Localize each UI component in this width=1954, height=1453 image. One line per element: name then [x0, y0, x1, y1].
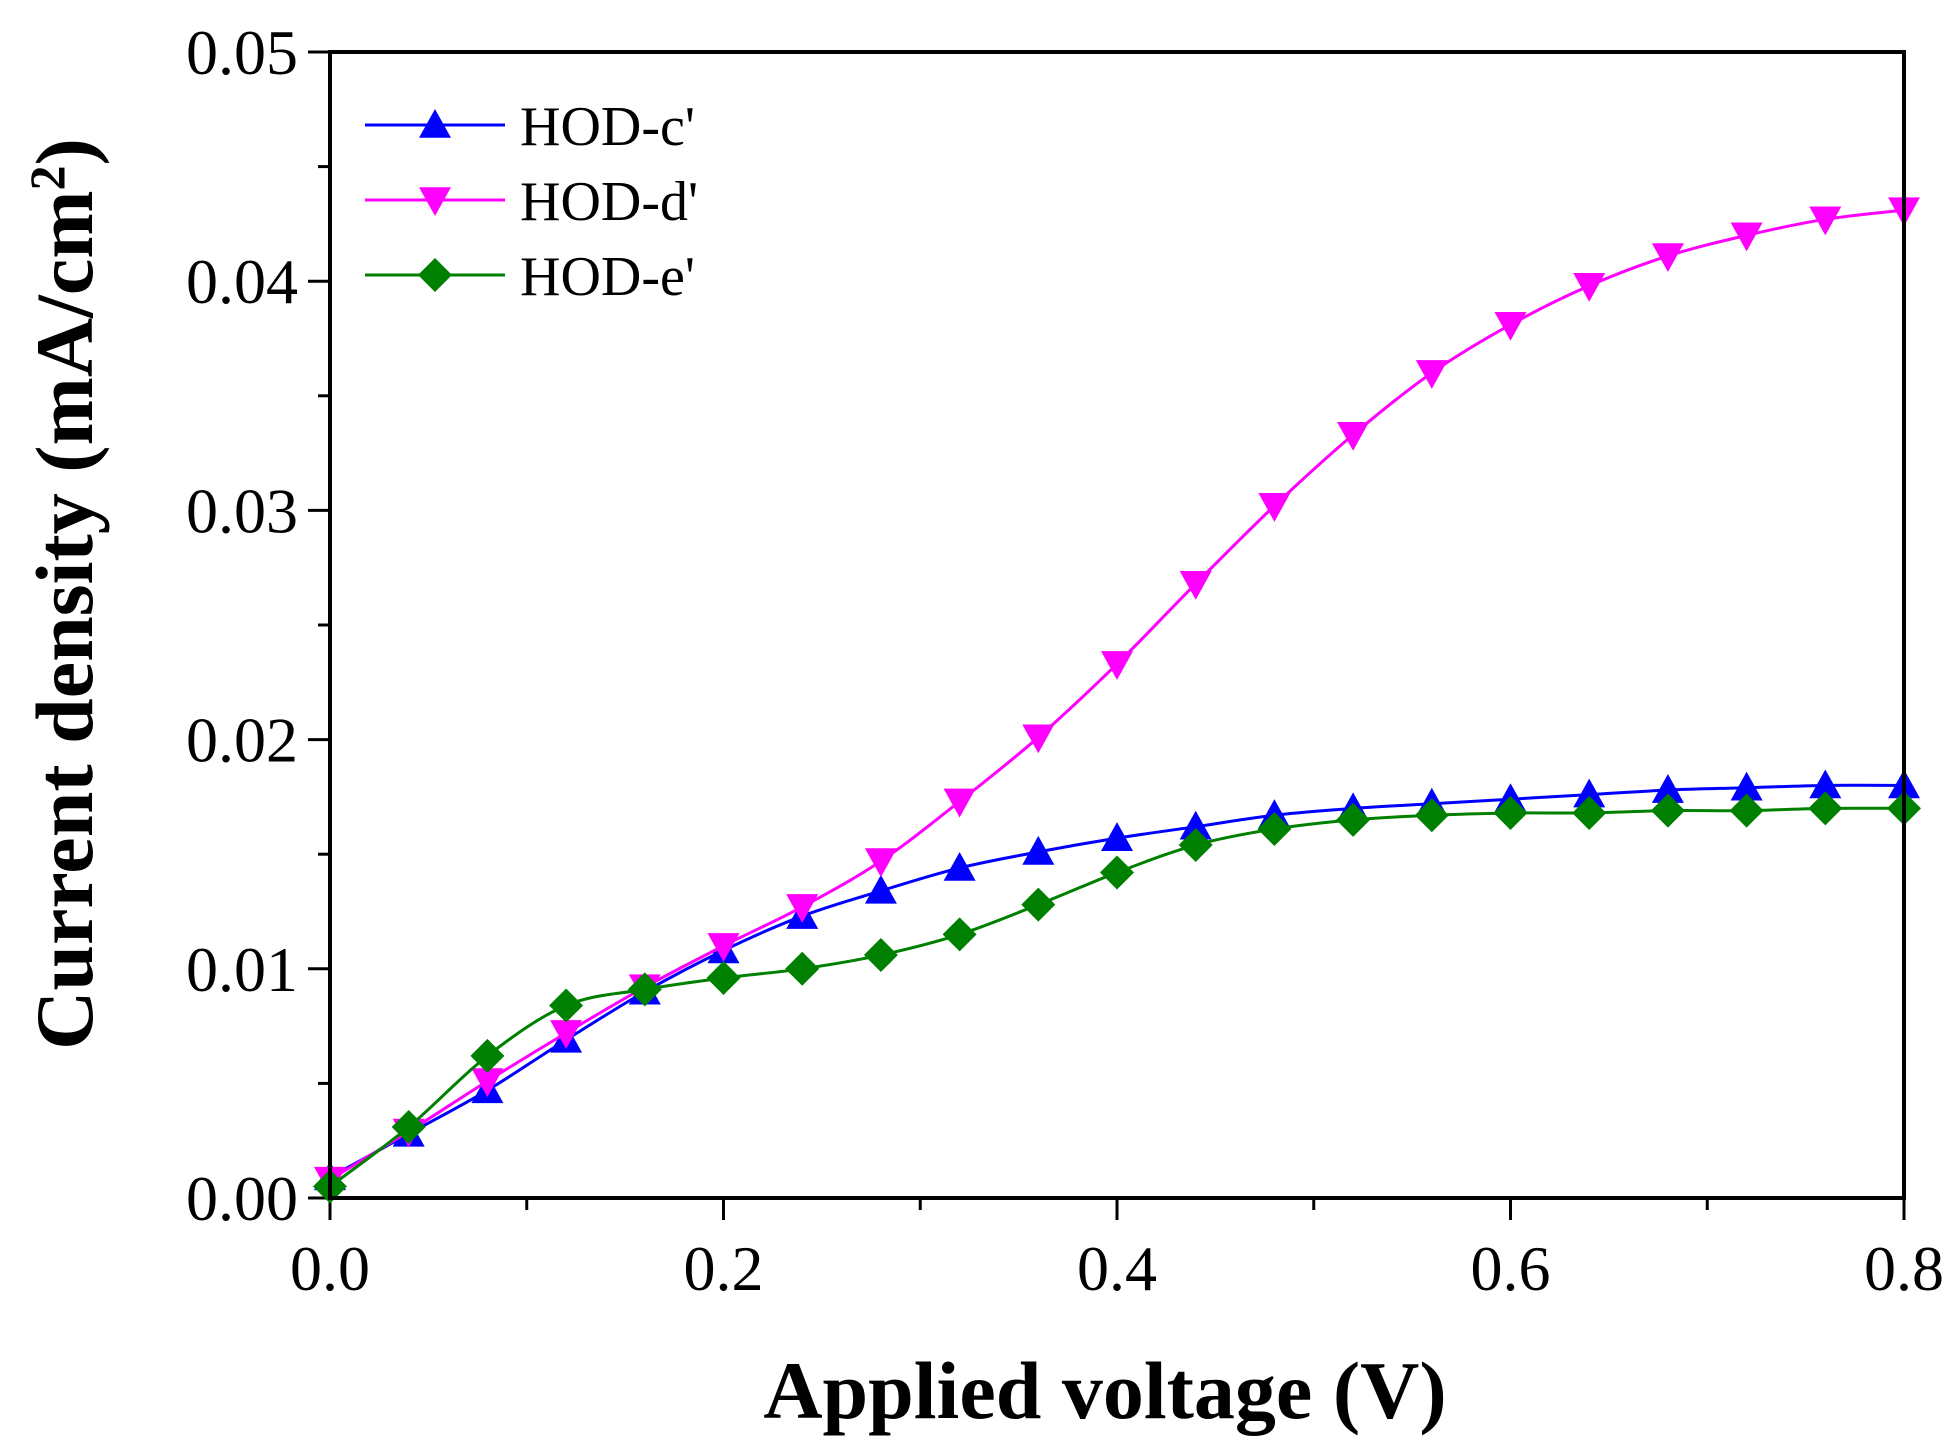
data-point	[1494, 311, 1527, 341]
data-point	[1022, 724, 1055, 754]
legend-item: HOD-d'	[365, 171, 698, 233]
plot-frame	[328, 50, 1906, 1200]
data-point	[550, 1020, 583, 1049]
data-point	[1337, 421, 1370, 451]
data-point	[943, 851, 976, 881]
data-point	[863, 938, 898, 973]
data-point	[549, 988, 584, 1023]
data-point	[1573, 778, 1606, 808]
data-point	[706, 960, 741, 995]
data-point	[1415, 360, 1448, 389]
data-point	[1179, 810, 1212, 840]
data-point	[943, 788, 976, 818]
labels-layer: 0.0 0.2 0.4 0.6 0.8 0.00 0.01 0.02 0.03 0.04 0.05	[186, 17, 1944, 1304]
data-point	[1651, 243, 1684, 272]
data-point	[1100, 855, 1134, 890]
data-point	[1021, 887, 1056, 922]
data-point	[1258, 493, 1291, 522]
data-point	[707, 933, 740, 962]
legend-marker	[419, 187, 451, 216]
x-tick-label: 0.8	[1864, 1233, 1944, 1304]
data-point	[1022, 835, 1055, 865]
y-axis-title-main: Current density (mA/cm	[19, 190, 110, 1049]
data-point	[786, 894, 819, 923]
legend-item: HOD-e'	[365, 246, 695, 308]
legend: HOD-c' HOD-d' HOD-e'	[365, 96, 698, 308]
x-tick-label: 0.4	[1077, 1233, 1157, 1304]
data-point	[1650, 793, 1685, 828]
series-layer	[313, 197, 1921, 1204]
data-point	[1179, 570, 1212, 600]
data-point	[1336, 802, 1371, 837]
x-tick-label: 0.0	[290, 1233, 370, 1304]
legend-marker	[418, 258, 452, 292]
data-point	[627, 972, 662, 1007]
y-tick-label: 0.01	[186, 934, 298, 1005]
series-line	[329, 783, 1905, 1179]
data-point	[1101, 651, 1133, 680]
data-point	[1730, 771, 1763, 801]
data-point	[942, 917, 977, 952]
data-point	[1573, 272, 1606, 302]
y-tick-label: 0.04	[186, 246, 298, 317]
data-point	[1572, 795, 1607, 830]
data-point	[1493, 795, 1528, 830]
x-tick-label: 0.6	[1471, 1233, 1551, 1304]
y-axis-title-close: )	[19, 138, 110, 165]
data-point	[470, 1038, 505, 1073]
data-point	[1101, 822, 1133, 851]
legend-label: HOD-c'	[520, 96, 695, 158]
legend-label: HOD-d'	[520, 171, 698, 233]
x-axis-title: Applied voltage (V)	[763, 1345, 1446, 1436]
data-point	[471, 1068, 504, 1098]
y-axis-title-superscript: 2	[19, 165, 75, 190]
x-tick-label: 0.2	[684, 1233, 764, 1304]
legend-marker	[419, 109, 451, 138]
y-tick-label: 0.00	[186, 1163, 298, 1234]
data-point	[391, 1109, 426, 1144]
data-point	[1809, 769, 1842, 799]
legend-item: HOD-c'	[365, 96, 695, 158]
y-tick-label: 0.05	[186, 17, 298, 88]
data-point	[1808, 791, 1843, 826]
legend-label: HOD-e'	[520, 246, 695, 308]
data-point	[864, 874, 897, 904]
data-point	[864, 848, 897, 878]
y-axis-title: Current density (mA/cm2)	[19, 138, 110, 1050]
y-tick-label: 0.02	[186, 705, 298, 776]
data-point	[1729, 793, 1764, 828]
data-point	[1178, 828, 1213, 863]
data-point	[1809, 206, 1842, 236]
data-point	[1651, 774, 1684, 803]
data-point	[1730, 222, 1763, 252]
y-tick-label: 0.03	[186, 475, 298, 546]
data-point	[1414, 798, 1449, 833]
data-point	[785, 951, 820, 986]
data-point	[1257, 811, 1292, 846]
